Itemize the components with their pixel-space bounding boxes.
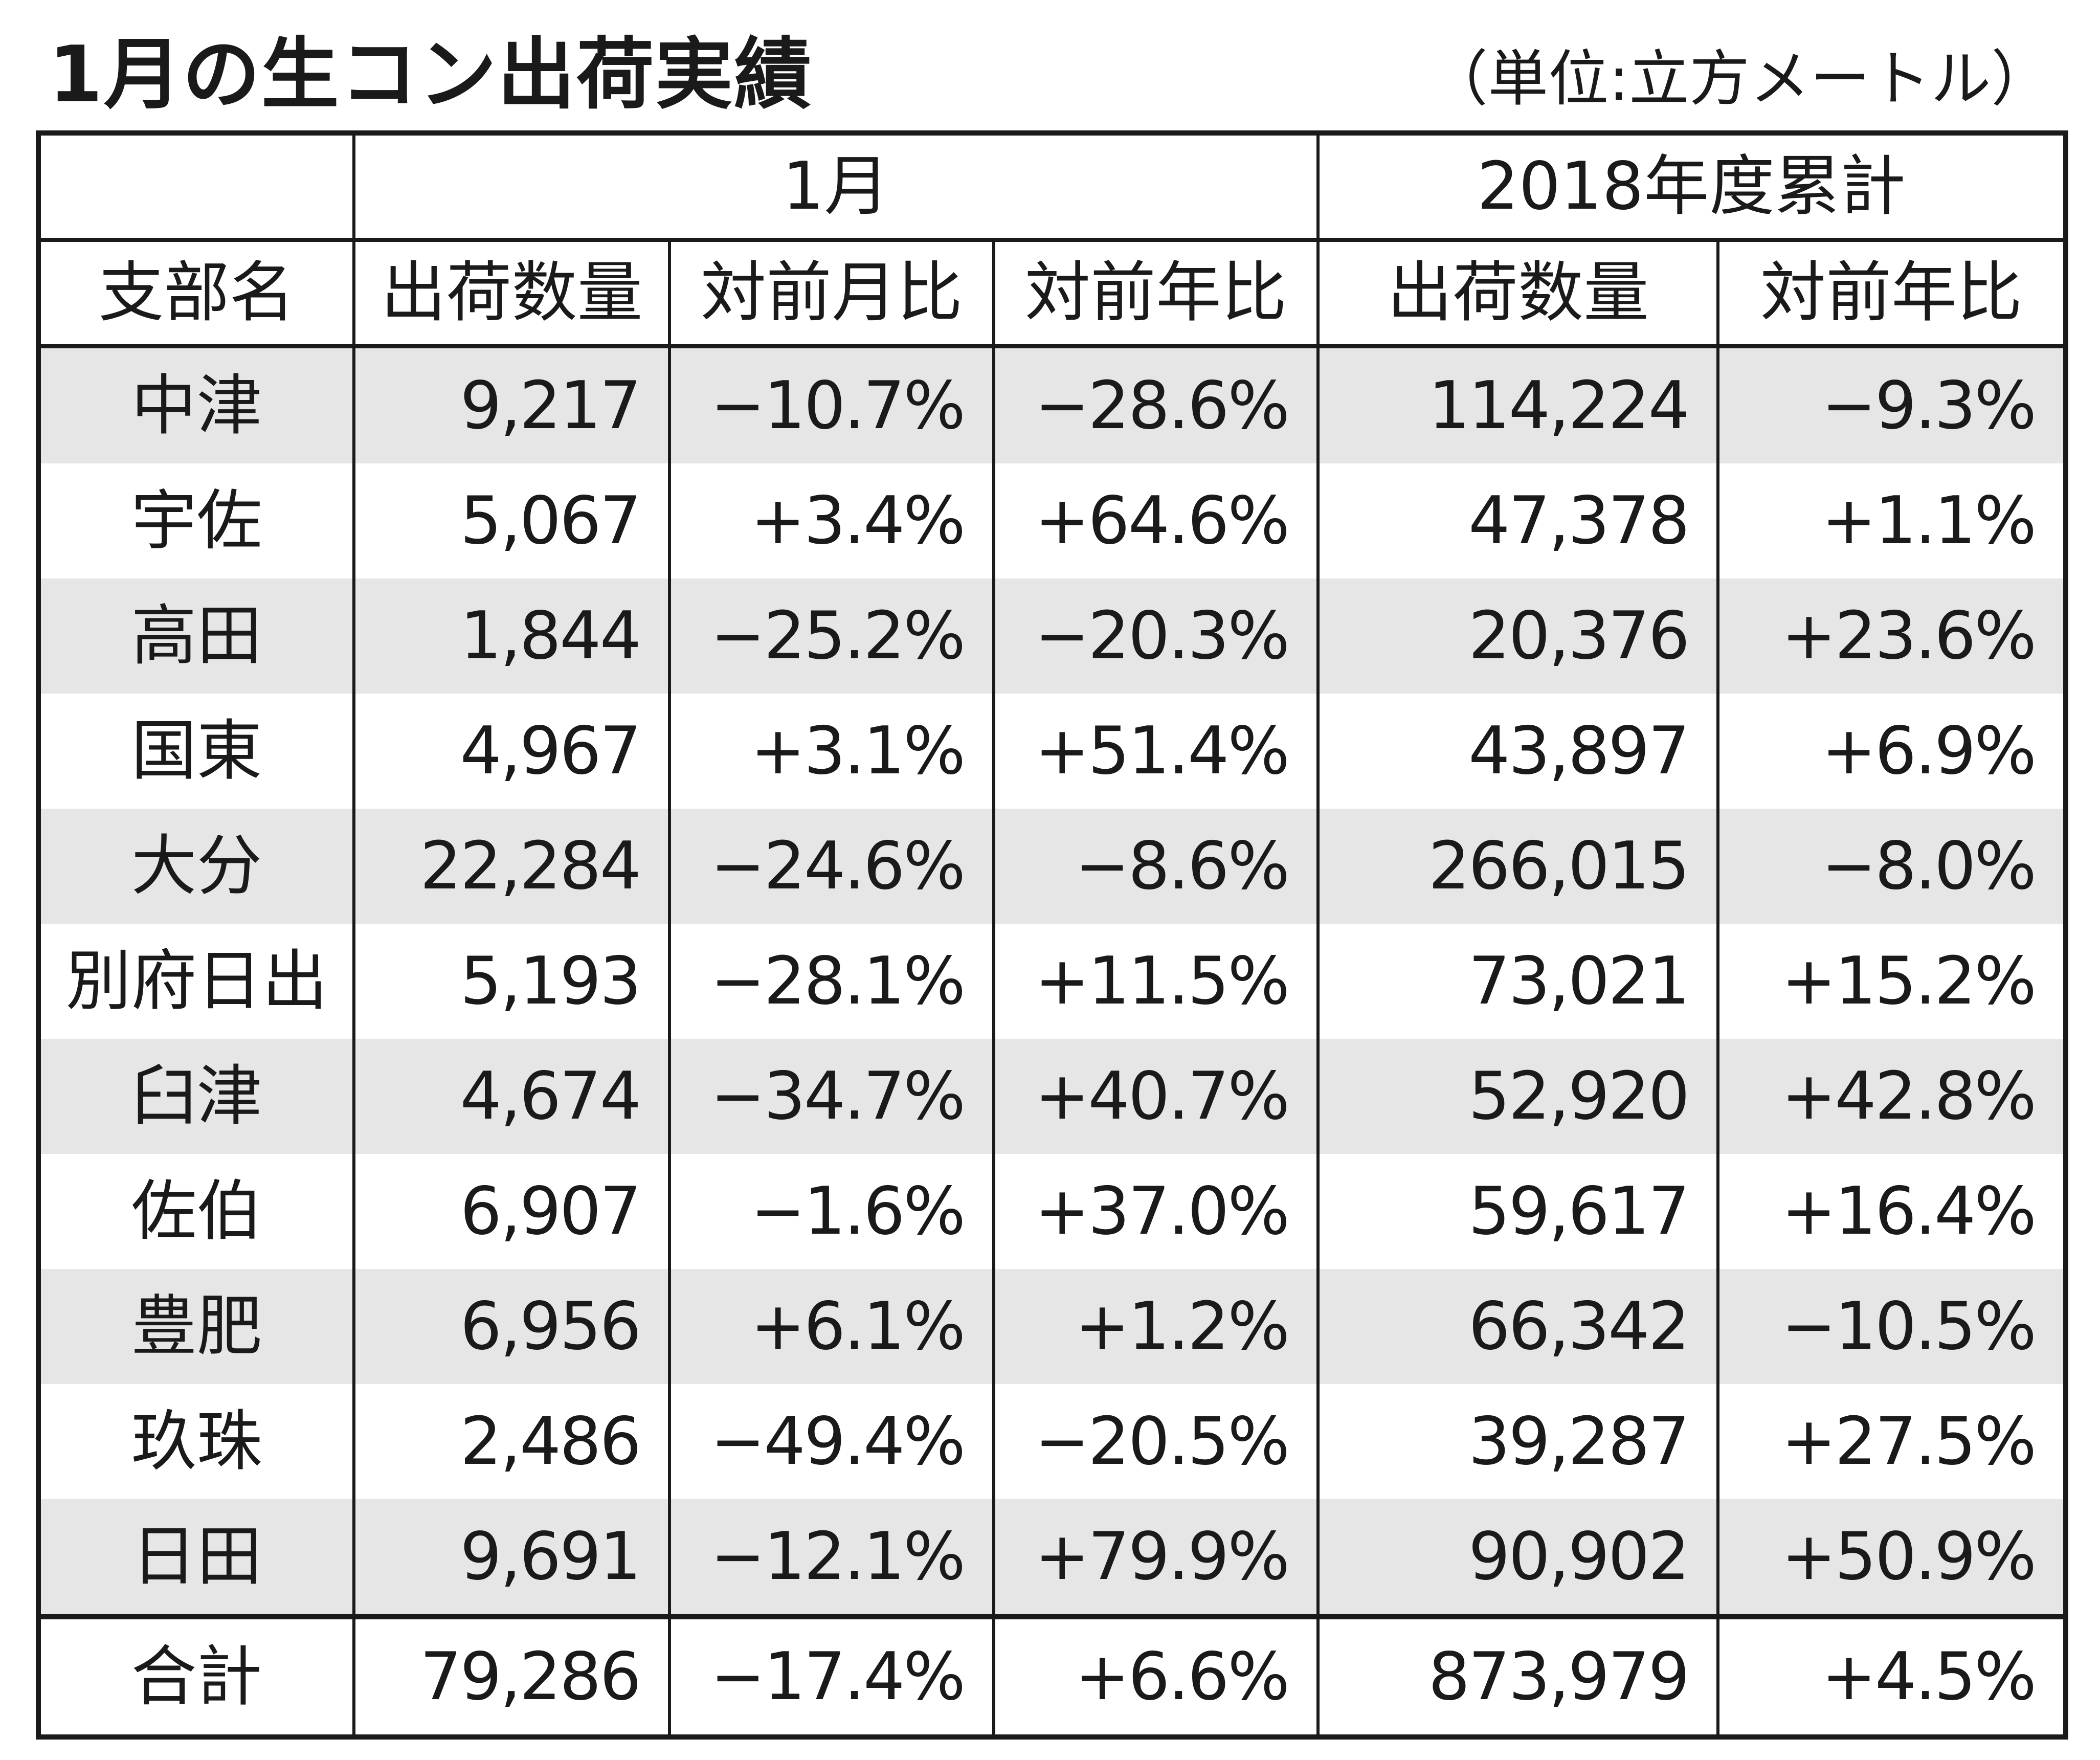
branch-name-cell: 玖珠	[37, 1384, 355, 1499]
jan-mom-cell: −24.6%	[668, 809, 995, 924]
jan-mom-cell: −25.2%	[668, 578, 995, 694]
shipment-table: 1月 2018年度累計 支部名 出荷数量 対前月比 対前年比 出荷数量 対前年比…	[36, 130, 2069, 1740]
jan-mom-cell: −12.1%	[668, 1499, 995, 1617]
cum-quantity-cell: 90,902	[1316, 1499, 1720, 1617]
table-row: 別府日出 5,193 −28.1% +11.5% 73,021 +15.2%	[37, 924, 2068, 1039]
table-row: 大分 22,284 −24.6% −8.6% 266,015 −8.0%	[37, 809, 2068, 924]
cum-quantity-cell: 59,617	[1316, 1154, 1720, 1269]
table-row: 日田 9,691 −12.1% +79.9% 90,902 +50.9%	[37, 1499, 2068, 1617]
unit-note: （単位:立方メートル）	[1427, 43, 2051, 114]
jan-yoy-cell: −20.3%	[992, 578, 1320, 694]
cum-quantity-cell: 43,897	[1316, 694, 1720, 809]
cum-quantity-cell: 114,224	[1316, 346, 1720, 463]
cum-yoy-cell: −8.0%	[1716, 809, 2068, 924]
jan-mom-cell: +3.1%	[668, 694, 995, 809]
table-body: 中津 9,217 −10.7% −28.6% 114,224 −9.3% 宇佐 5,067 +3…	[37, 346, 2068, 1617]
group-header-blank	[37, 131, 355, 242]
jan-quantity-cell: 22,284	[352, 809, 671, 924]
cum-yoy-cell: +27.5%	[1716, 1384, 2068, 1499]
column-header-branch: 支部名	[37, 238, 355, 348]
jan-yoy-cell: +79.9%	[992, 1499, 1320, 1617]
branch-name-cell: 中津	[37, 346, 355, 463]
branch-name-cell: 国東	[37, 694, 355, 809]
cum-quantity-cell: 47,378	[1316, 463, 1720, 578]
group-header-january: 1月	[352, 131, 1320, 242]
cum-quantity-cell: 39,287	[1316, 1384, 1720, 1499]
table-row: 中津 9,217 −10.7% −28.6% 114,224 −9.3%	[37, 346, 2068, 463]
jan-yoy-cell: +37.0%	[992, 1154, 1320, 1269]
cum-yoy-cell: −9.3%	[1716, 346, 2068, 463]
cum-quantity-cell: 52,920	[1316, 1039, 1720, 1154]
page-title: 1月の生コン出荷実績	[49, 29, 813, 120]
cum-yoy-cell: +6.9%	[1716, 694, 2068, 809]
jan-mom-cell: +6.1%	[668, 1269, 995, 1384]
total-jan-yoy: +6.6%	[992, 1614, 1320, 1737]
total-cum-yoy: +4.5%	[1716, 1614, 2068, 1737]
jan-mom-cell: −49.4%	[668, 1384, 995, 1499]
jan-mom-cell: −10.7%	[668, 346, 995, 463]
jan-quantity-cell: 9,217	[352, 346, 671, 463]
jan-yoy-cell: +1.2%	[992, 1269, 1320, 1384]
total-jan-mom: −17.4%	[668, 1614, 995, 1737]
cum-yoy-cell: +42.8%	[1716, 1039, 2068, 1154]
table-row: 宇佐 5,067 +3.4% +64.6% 47,378 +1.1%	[37, 463, 2068, 578]
table-row: 玖珠 2,486 −49.4% −20.5% 39,287 +27.5%	[37, 1384, 2068, 1499]
branch-name-cell: 豊肥	[37, 1269, 355, 1384]
cum-yoy-cell: +15.2%	[1716, 924, 2068, 1039]
jan-quantity-cell: 9,691	[352, 1499, 671, 1617]
total-label: 合計	[37, 1614, 355, 1737]
jan-yoy-cell: −20.5%	[992, 1384, 1320, 1499]
jan-quantity-cell: 2,486	[352, 1384, 671, 1499]
table-row: 国東 4,967 +3.1% +51.4% 43,897 +6.9%	[37, 694, 2068, 809]
cum-yoy-cell: +50.9%	[1716, 1499, 2068, 1617]
total-row: 合計 79,286 −17.4% +6.6% 873,979 +4.5%	[37, 1614, 2068, 1737]
column-header-jan-quantity: 出荷数量	[352, 238, 671, 348]
jan-yoy-cell: +64.6%	[992, 463, 1320, 578]
total-cum-quantity: 873,979	[1316, 1614, 1720, 1737]
jan-mom-cell: +3.4%	[668, 463, 995, 578]
column-header-jan-yoy: 対前年比	[992, 238, 1320, 348]
column-header-cum-quantity: 出荷数量	[1316, 238, 1720, 348]
jan-quantity-cell: 4,674	[352, 1039, 671, 1154]
cum-quantity-cell: 266,015	[1316, 809, 1720, 924]
jan-quantity-cell: 5,067	[352, 463, 671, 578]
jan-quantity-cell: 4,967	[352, 694, 671, 809]
branch-name-cell: 大分	[37, 809, 355, 924]
jan-yoy-cell: +51.4%	[992, 694, 1320, 809]
branch-name-cell: 臼津	[37, 1039, 355, 1154]
jan-quantity-cell: 6,907	[352, 1154, 671, 1269]
jan-yoy-cell: −28.6%	[992, 346, 1320, 463]
group-header-fiscal-cumulative: 2018年度累計	[1316, 131, 2068, 242]
jan-mom-cell: −1.6%	[668, 1154, 995, 1269]
column-header-cum-yoy: 対前年比	[1716, 238, 2068, 348]
branch-name-cell: 高田	[37, 578, 355, 694]
cum-quantity-cell: 20,376	[1316, 578, 1720, 694]
jan-quantity-cell: 1,844	[352, 578, 671, 694]
jan-quantity-cell: 5,193	[352, 924, 671, 1039]
jan-yoy-cell: −8.6%	[992, 809, 1320, 924]
cum-yoy-cell: −10.5%	[1716, 1269, 2068, 1384]
cum-yoy-cell: +23.6%	[1716, 578, 2068, 694]
group-header-row: 1月 2018年度累計	[37, 131, 2068, 242]
branch-name-cell: 別府日出	[37, 924, 355, 1039]
column-header-jan-mom: 対前月比	[668, 238, 995, 348]
table-row: 高田 1,844 −25.2% −20.3% 20,376 +23.6%	[37, 578, 2068, 694]
jan-yoy-cell: +11.5%	[992, 924, 1320, 1039]
total-jan-quantity: 79,286	[352, 1614, 671, 1737]
branch-name-cell: 日田	[37, 1499, 355, 1617]
table-row: 豊肥 6,956 +6.1% +1.2% 66,342 −10.5%	[37, 1269, 2068, 1384]
table-row: 臼津 4,674 −34.7% +40.7% 52,920 +42.8%	[37, 1039, 2068, 1154]
cum-yoy-cell: +16.4%	[1716, 1154, 2068, 1269]
jan-mom-cell: −34.7%	[668, 1039, 995, 1154]
jan-mom-cell: −28.1%	[668, 924, 995, 1039]
cum-yoy-cell: +1.1%	[1716, 463, 2068, 578]
cum-quantity-cell: 66,342	[1316, 1269, 1720, 1384]
branch-name-cell: 宇佐	[37, 463, 355, 578]
jan-quantity-cell: 6,956	[352, 1269, 671, 1384]
branch-name-cell: 佐伯	[37, 1154, 355, 1269]
cum-quantity-cell: 73,021	[1316, 924, 1720, 1039]
column-header-row: 支部名 出荷数量 対前月比 対前年比 出荷数量 対前年比	[37, 238, 2068, 348]
jan-yoy-cell: +40.7%	[992, 1039, 1320, 1154]
table-row: 佐伯 6,907 −1.6% +37.0% 59,617 +16.4%	[37, 1154, 2068, 1269]
